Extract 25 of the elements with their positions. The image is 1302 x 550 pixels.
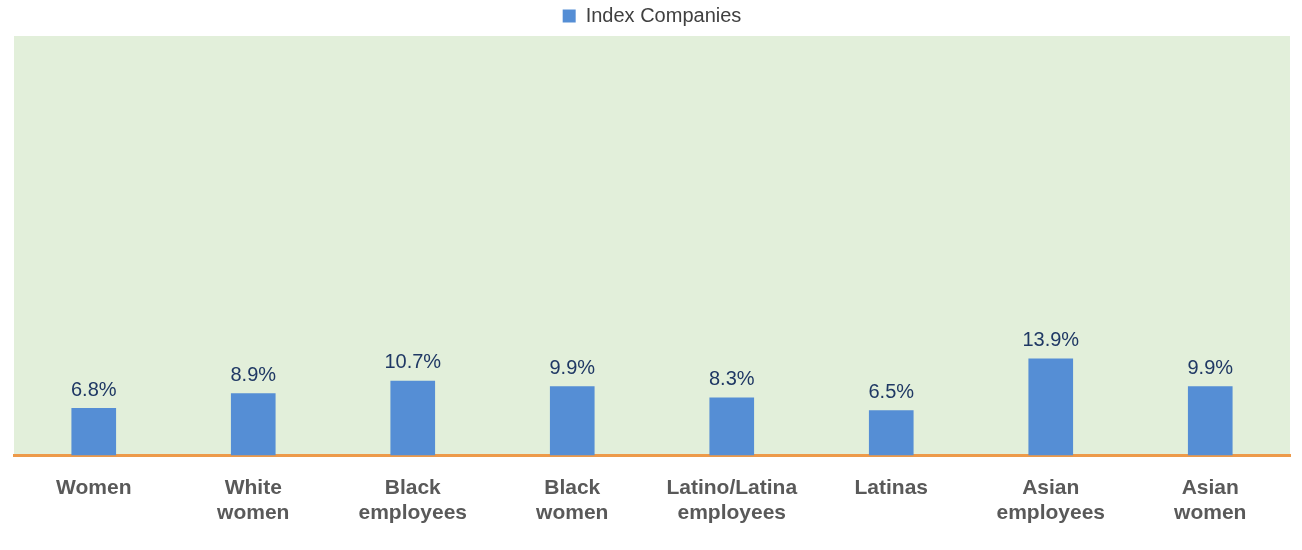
data-label: 8.3% [708,367,755,390]
bar [549,386,595,456]
data-label: 13.9% [1022,327,1080,350]
x-tick-label: Asian women [1173,475,1247,524]
x-tick-label: Women [56,475,132,498]
bar [868,410,914,456]
data-label: 9.9% [549,355,596,378]
data-label: 10.7% [384,350,442,373]
bar [390,380,436,456]
data-label: 6.5% [868,379,915,402]
data-label: 9.9% [1187,355,1234,378]
legend-label: Index Companies [585,3,742,26]
x-tick-label: White women [216,475,290,524]
bar [71,408,117,456]
bar [1187,386,1233,456]
x-tick-label: Asian employees [996,475,1106,524]
x-tick-label: Latino/Latina employees [666,475,798,524]
x-tick-label: Black employees [358,475,468,524]
x-tick-label: Black women [535,475,609,524]
x-tick-label: Latinas [854,475,929,498]
data-label: 6.8% [70,377,117,400]
bar [230,393,276,456]
bar [709,397,755,456]
bar [1028,358,1074,456]
data-label: 8.9% [230,362,277,385]
